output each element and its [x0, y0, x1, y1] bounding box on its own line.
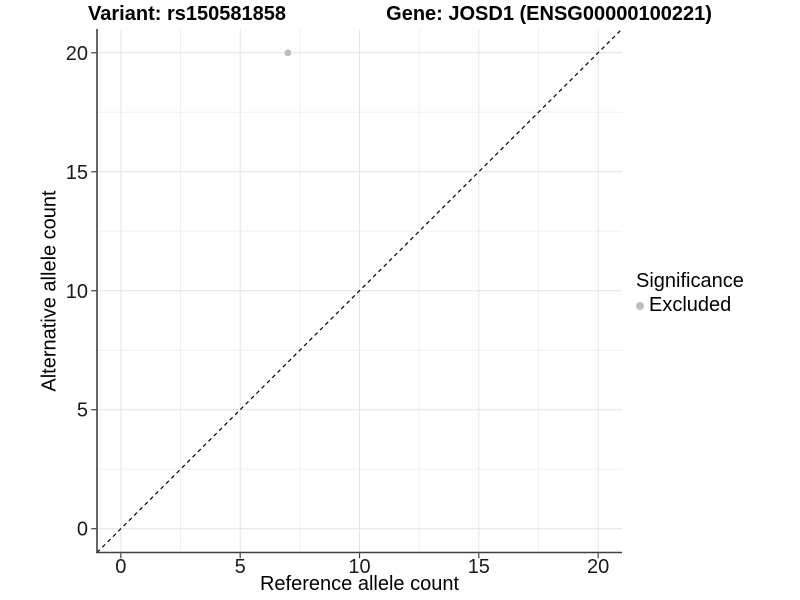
- legend-title: Significance: [636, 270, 744, 292]
- legend-item-excluded: Excluded: [636, 294, 744, 317]
- y-tick-label: 5: [77, 400, 88, 422]
- gene-title: Gene: JOSD1 (ENSG00000100221): [386, 3, 712, 25]
- x-tick-label: 5: [235, 556, 246, 578]
- excluded-point-icon: [636, 301, 644, 310]
- legend-item-label: Excluded: [649, 294, 732, 316]
- x-tick-label: 20: [587, 556, 609, 578]
- legend: Significance Excluded: [636, 270, 744, 317]
- x-tick-label: 0: [115, 556, 126, 578]
- y-tick-label: 10: [66, 281, 88, 303]
- variant-title: Variant: rs150581858: [88, 3, 286, 25]
- x-axis-title: Reference allele count: [259, 573, 459, 595]
- x-tick-label: 15: [468, 556, 490, 578]
- y-axis-title: Alternative allele count: [38, 190, 61, 392]
- y-tick-label: 20: [66, 43, 88, 65]
- x-tick-label: 10: [348, 556, 370, 578]
- y-tick-label: 15: [66, 162, 88, 184]
- data-point: [284, 49, 292, 57]
- identity-reference-line: [96, 28, 623, 553]
- y-tick-label: 0: [77, 519, 88, 541]
